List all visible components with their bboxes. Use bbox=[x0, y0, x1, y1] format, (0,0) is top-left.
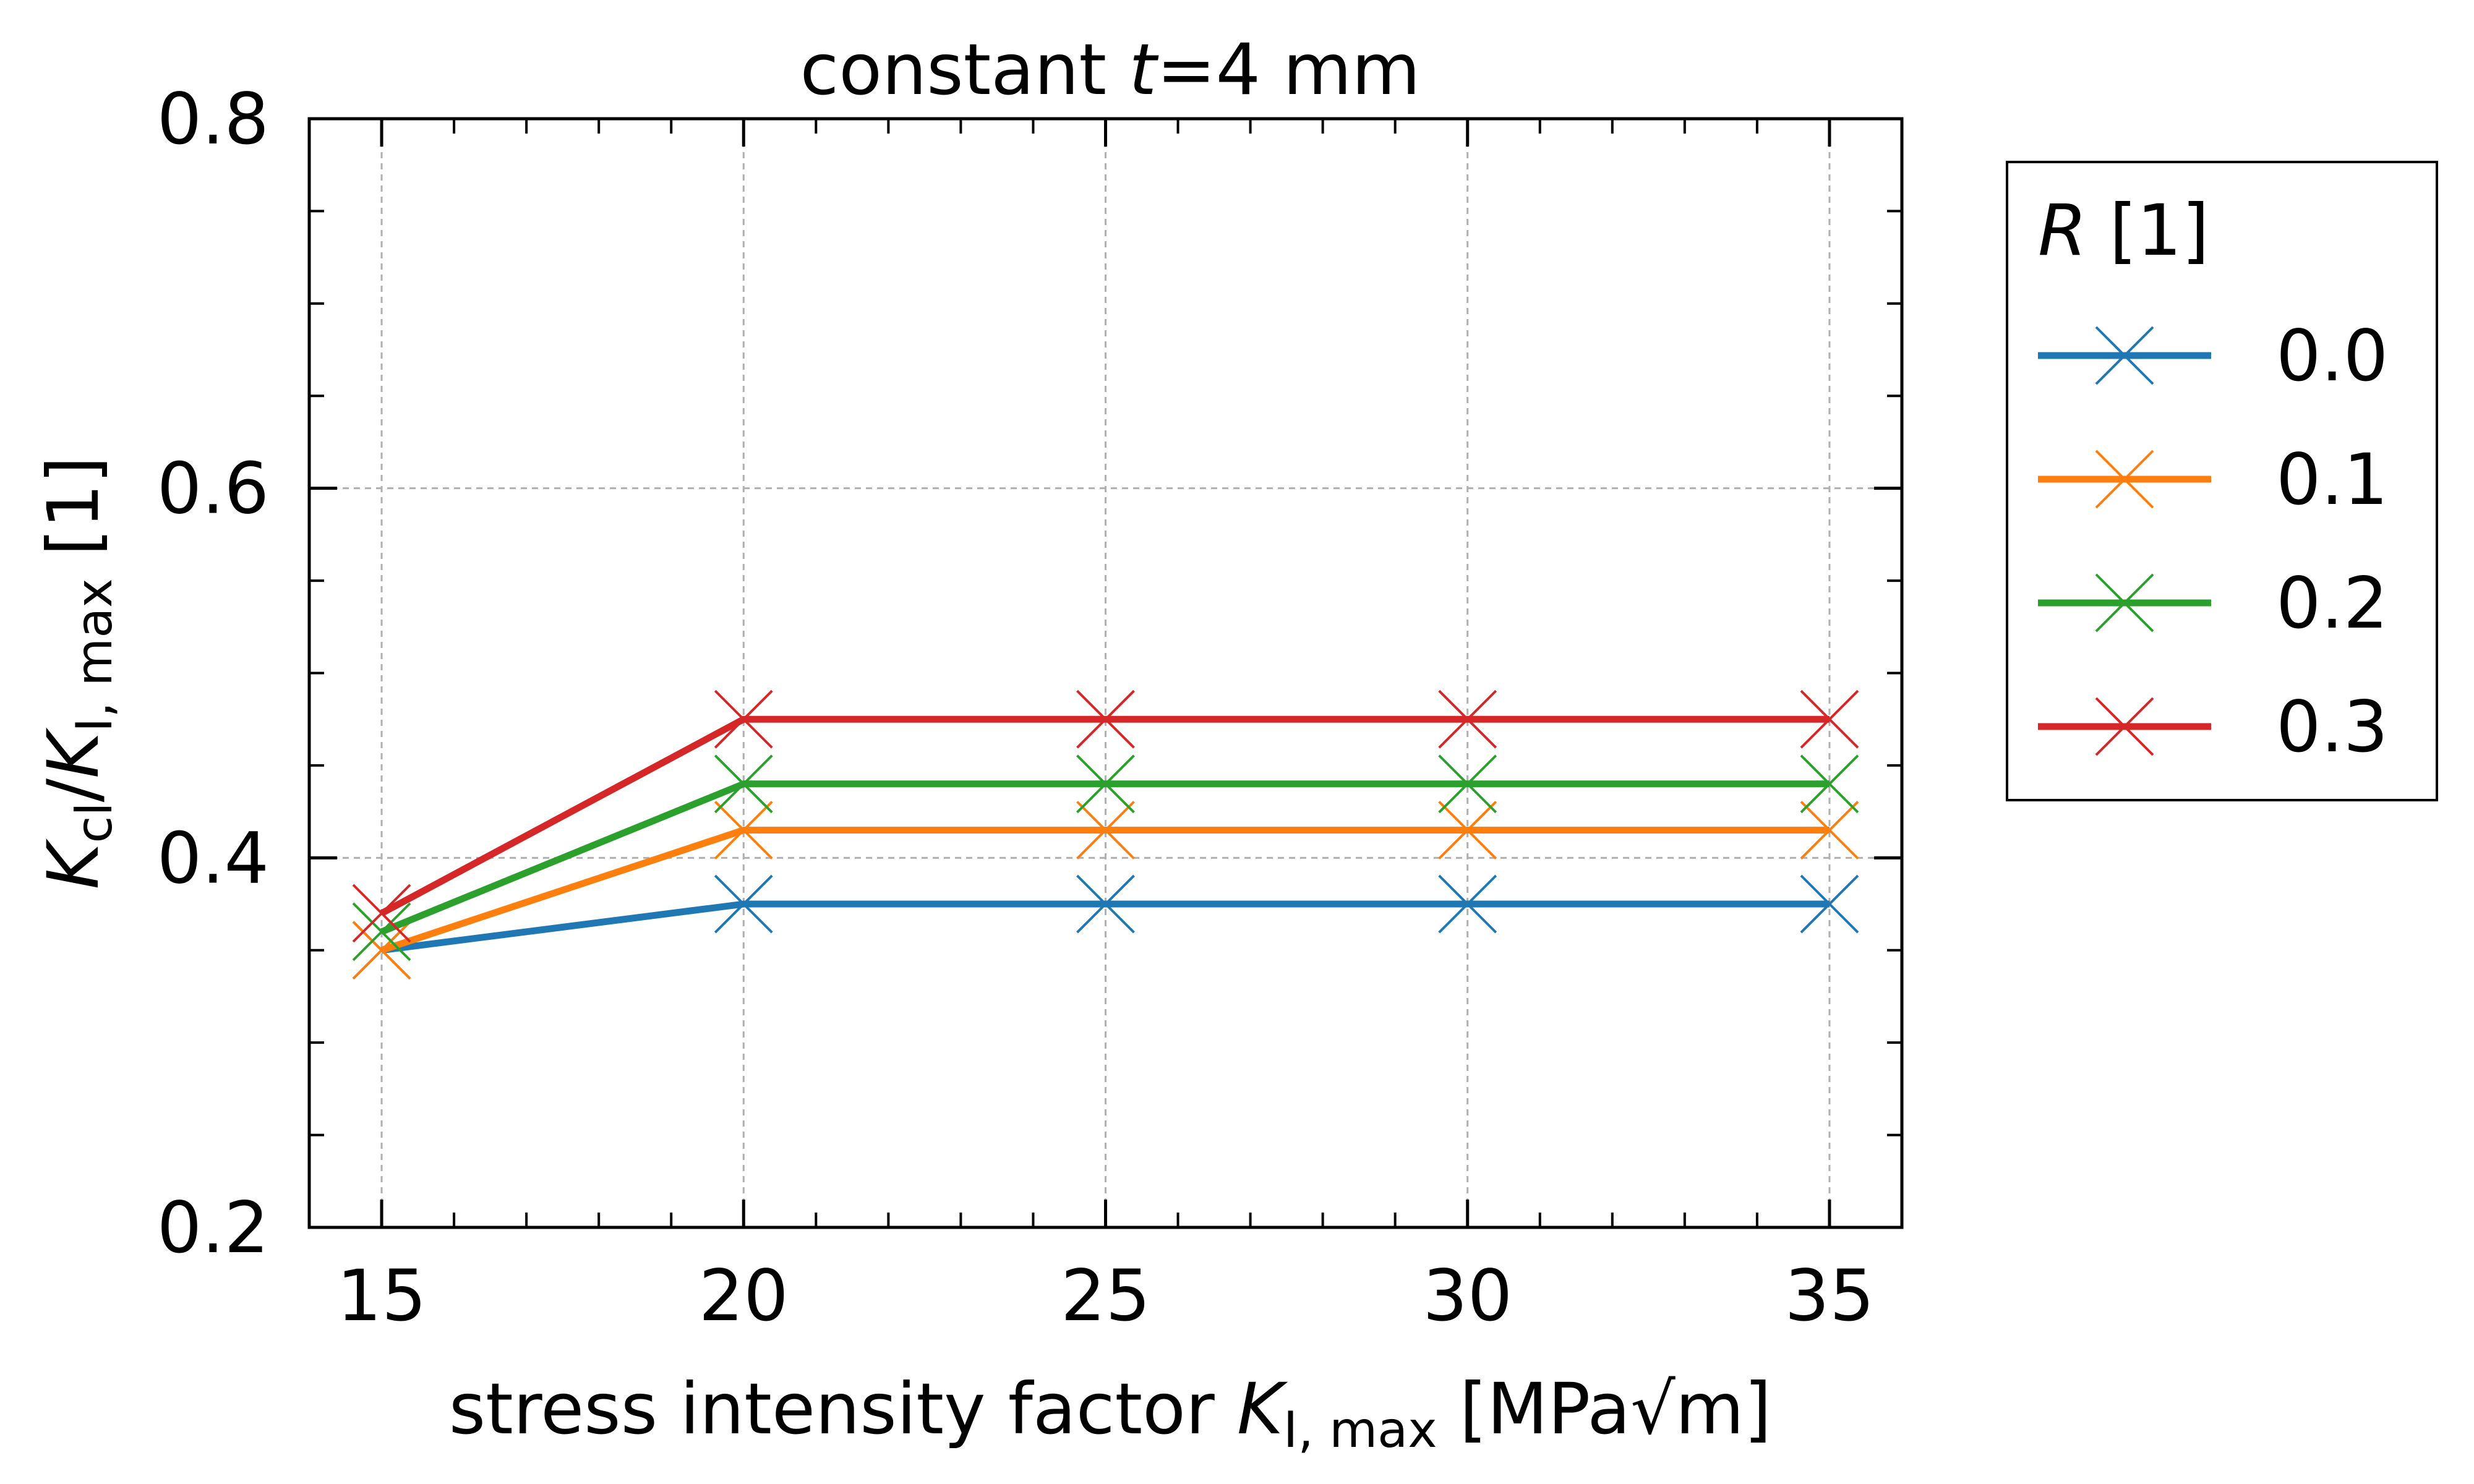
data-point-marker bbox=[352, 884, 411, 943]
data-point-marker bbox=[1800, 801, 1859, 859]
legend: R [1] 0.0 0.1 0.2 0.3 bbox=[2006, 161, 2438, 801]
legend-entries: 0.0 0.1 0.2 0.3 bbox=[2038, 315, 2388, 768]
y-tick-label: 0.4 bbox=[157, 817, 269, 899]
data-point-marker bbox=[1800, 754, 1859, 814]
data-point-marker bbox=[352, 902, 411, 962]
legend-label: 0.2 bbox=[2276, 562, 2388, 644]
y-axis-label: Kcl/KI, max [1] bbox=[32, 456, 123, 890]
data-point-marker bbox=[1438, 801, 1497, 859]
x-tick-label: 25 bbox=[1061, 1255, 1150, 1337]
data-point-marker bbox=[1438, 689, 1497, 749]
data-point-marker bbox=[1438, 754, 1497, 814]
data-point-marker bbox=[1800, 874, 1859, 934]
legend-marker bbox=[2095, 450, 2154, 509]
y-tick-label: 0.6 bbox=[157, 448, 269, 530]
data-point-marker bbox=[714, 689, 773, 749]
legend-marker bbox=[2095, 326, 2154, 385]
legend-label: 0.0 bbox=[2276, 315, 2388, 397]
data-point-marker bbox=[714, 874, 773, 934]
data-series bbox=[352, 689, 1859, 980]
legend-marker bbox=[2095, 697, 2154, 756]
x-tick-label: 20 bbox=[699, 1255, 789, 1337]
legend-title: R [1] bbox=[2038, 189, 2209, 271]
legend-label: 0.3 bbox=[2276, 686, 2388, 768]
y-tick-label: 0.8 bbox=[157, 78, 269, 160]
grid-lines bbox=[309, 119, 1902, 1227]
y-tick-label: 0.2 bbox=[157, 1187, 269, 1269]
plot-frame bbox=[307, 117, 1904, 1229]
axis-ticks bbox=[309, 117, 1902, 1229]
legend-label: 0.1 bbox=[2276, 438, 2388, 521]
data-point-marker bbox=[714, 754, 773, 814]
x-tick-label: 30 bbox=[1423, 1255, 1512, 1337]
data-point-marker bbox=[1076, 801, 1135, 859]
data-point-marker bbox=[1076, 874, 1135, 934]
data-point-marker bbox=[1076, 754, 1135, 814]
x-axis-label: stress intensity factor KI, max [MPa√m] bbox=[449, 1368, 1772, 1459]
x-tick-label: 35 bbox=[1784, 1255, 1874, 1337]
data-point-marker bbox=[1438, 874, 1497, 934]
data-point-marker bbox=[1076, 689, 1135, 749]
series-line-0.3 bbox=[380, 715, 1830, 916]
data-point-marker bbox=[1800, 689, 1859, 749]
x-tick-label: 15 bbox=[337, 1255, 427, 1337]
data-point-marker bbox=[714, 801, 773, 859]
chart-title: constant t=4 mm bbox=[800, 28, 1421, 111]
legend-marker bbox=[2095, 573, 2154, 633]
tick-labels: 15 20 25 30 35 0.2 0.4 0.6 0.8 bbox=[157, 78, 1875, 1337]
